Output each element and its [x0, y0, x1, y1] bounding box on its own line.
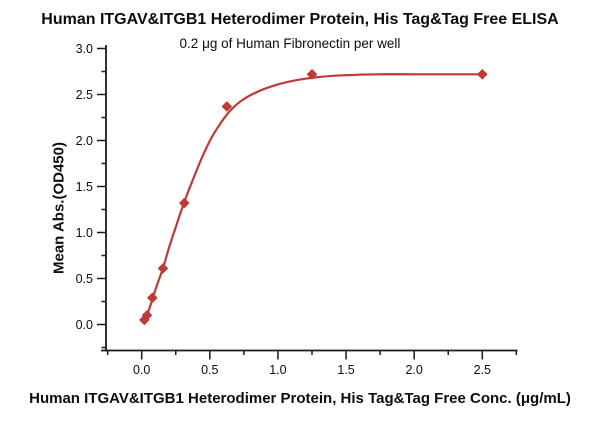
- x-tick-label: 1.5: [337, 363, 354, 377]
- y-tick-label: 2.5: [76, 88, 93, 102]
- data-point: [476, 68, 488, 80]
- y-tick-label: 3.0: [76, 42, 93, 56]
- y-axis-label: Mean Abs.(OD450): [50, 142, 68, 274]
- x-axis-label: Human ITGAV&ITGB1 Heterodimer Protein, H…: [29, 390, 571, 407]
- y-tick-label: 0.0: [76, 318, 93, 332]
- x-tick-label: 1.0: [269, 363, 286, 377]
- x-tick-label: 0.5: [201, 363, 218, 377]
- x-tick-label: 2.5: [474, 363, 491, 377]
- chart-subtitle: 0.2 μg of Human Fibronectin per well: [179, 36, 401, 51]
- y-tick-label: 1.0: [76, 226, 93, 240]
- data-point: [178, 197, 190, 209]
- data-point: [157, 263, 169, 274]
- x-tick-label: 0.0: [133, 363, 150, 377]
- y-tick-label: 2.0: [76, 134, 93, 148]
- x-tick-label: 2.0: [405, 363, 422, 377]
- data-point: [306, 68, 318, 80]
- data-point: [141, 309, 153, 321]
- y-tick-label: 1.5: [76, 180, 93, 194]
- data-point: [147, 292, 158, 304]
- chart-title: Human ITGAV&ITGB1 Heterodimer Protein, H…: [41, 11, 559, 28]
- data-point: [221, 101, 233, 112]
- y-tick-label: 0.5: [76, 272, 93, 286]
- fit-curve: [143, 73, 484, 321]
